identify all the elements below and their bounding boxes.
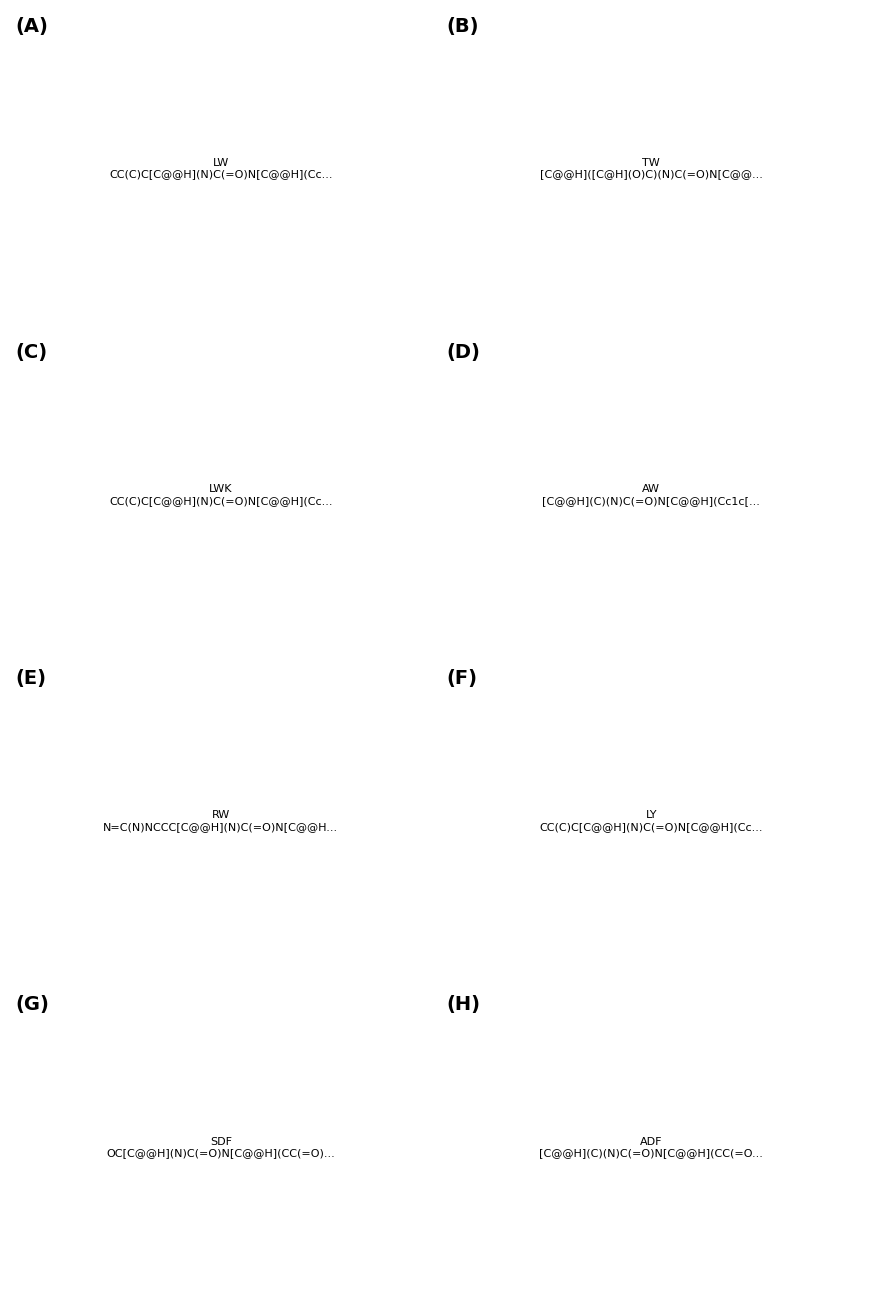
Text: LY
CC(C)C[C@@H](N)C(=O)N[C@@H](Cc...: LY CC(C)C[C@@H](N)C(=O)N[C@@H](Cc...: [540, 811, 763, 832]
Text: (G): (G): [16, 995, 50, 1015]
Text: (B): (B): [446, 17, 479, 36]
Text: (E): (E): [16, 669, 46, 688]
Text: (D): (D): [446, 343, 480, 362]
Text: AW
[C@@H](C)(N)C(=O)N[C@@H](Cc1c[...: AW [C@@H](C)(N)C(=O)N[C@@H](Cc1c[...: [542, 484, 760, 505]
Text: TW
[C@@H]([C@H](O)C)(N)C(=O)N[C@@...: TW [C@@H]([C@H](O)C)(N)C(=O)N[C@@...: [540, 158, 763, 179]
Text: LW
CC(C)C[C@@H](N)C(=O)N[C@@H](Cc...: LW CC(C)C[C@@H](N)C(=O)N[C@@H](Cc...: [109, 158, 332, 179]
Text: (C): (C): [16, 343, 48, 362]
Text: (A): (A): [16, 17, 48, 36]
Text: (F): (F): [446, 669, 477, 688]
Text: RW
N=C(N)NCCC[C@@H](N)C(=O)N[C@@H...: RW N=C(N)NCCC[C@@H](N)C(=O)N[C@@H...: [103, 811, 338, 832]
Text: ADF
[C@@H](C)(N)C(=O)N[C@@H](CC(=O...: ADF [C@@H](C)(N)C(=O)N[C@@H](CC(=O...: [539, 1137, 763, 1158]
Text: SDF
OC[C@@H](N)C(=O)N[C@@H](CC(=O)...: SDF OC[C@@H](N)C(=O)N[C@@H](CC(=O)...: [106, 1137, 335, 1158]
Text: LWK
CC(C)C[C@@H](N)C(=O)N[C@@H](Cc...: LWK CC(C)C[C@@H](N)C(=O)N[C@@H](Cc...: [109, 484, 332, 505]
Text: (H): (H): [446, 995, 480, 1015]
